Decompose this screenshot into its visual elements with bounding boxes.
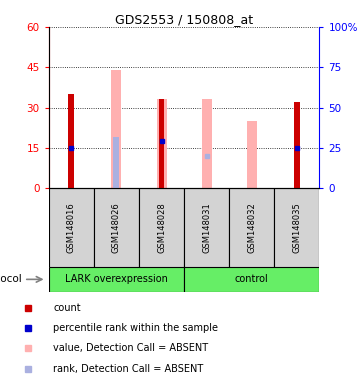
Text: GSM148026: GSM148026	[112, 202, 121, 253]
Text: count: count	[53, 303, 81, 313]
Bar	[49, 188, 94, 267]
Bar	[94, 188, 139, 267]
Text: GSM148016: GSM148016	[67, 202, 76, 253]
Text: protocol: protocol	[0, 274, 22, 285]
Text: percentile rank within the sample: percentile rank within the sample	[53, 323, 218, 333]
Bar	[202, 99, 212, 188]
Text: value, Detection Call = ABSENT: value, Detection Call = ABSENT	[53, 343, 208, 353]
Bar	[247, 121, 257, 188]
Bar	[68, 94, 74, 188]
Text: GSM148031: GSM148031	[202, 202, 211, 253]
Bar	[158, 99, 165, 188]
Bar	[112, 70, 121, 188]
Bar	[184, 267, 319, 292]
Text: rank, Detection Call = ABSENT: rank, Detection Call = ABSENT	[53, 364, 204, 374]
Bar	[49, 267, 184, 292]
Bar	[184, 188, 229, 267]
Bar	[139, 188, 184, 267]
Bar	[294, 102, 300, 188]
Bar	[274, 188, 319, 267]
Text: GSM148028: GSM148028	[157, 202, 166, 253]
Text: LARK overexpression: LARK overexpression	[65, 274, 168, 285]
Text: GSM148035: GSM148035	[292, 202, 301, 253]
Bar	[157, 99, 166, 188]
Text: GSM148032: GSM148032	[247, 202, 256, 253]
Bar	[229, 188, 274, 267]
Text: control: control	[235, 274, 269, 285]
Title: GDS2553 / 150808_at: GDS2553 / 150808_at	[115, 13, 253, 26]
Bar	[113, 137, 119, 188]
